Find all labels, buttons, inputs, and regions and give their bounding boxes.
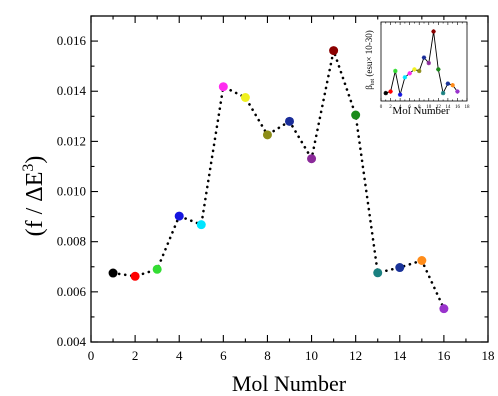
inset-point-5: [402, 75, 408, 80]
y-axis-title-delta: ΔE: [22, 172, 48, 202]
main-point-11: [329, 46, 339, 56]
inset-ticks: 0 2 4 6 8 10 12 14 16 18: [380, 22, 470, 110]
inset-x-tick-label: 10: [426, 105, 432, 110]
inset-x-tick-label: 8: [418, 105, 421, 110]
main-x-tick-label: 0: [88, 348, 95, 363]
main-point-2: [130, 271, 140, 281]
main-point-16: [439, 304, 449, 314]
main-y-tick-label: 0.012: [57, 133, 86, 148]
main-point-8: [262, 130, 272, 140]
main-x-tick-label: 8: [264, 348, 271, 363]
main-point-1: [108, 268, 118, 278]
inset-point-15: [450, 83, 455, 88]
main-y-tick-label: 0.004: [57, 334, 87, 349]
inset-point-2: [388, 89, 393, 94]
inset-x-tick-label: 6: [408, 105, 411, 110]
inset-point-13: [440, 90, 446, 96]
main-point-6: [218, 82, 228, 92]
inset-chart: 0 2 4 6 8 10 12 14 16 18 Mol Number βtot (esu× 10…: [364, 20, 472, 117]
main-x-tick-label: 14: [393, 348, 407, 363]
main-x-tick-label: 2: [132, 348, 139, 363]
inset-point-3: [393, 68, 398, 74]
main-point-10: [307, 154, 317, 164]
inset-point-6: [407, 71, 412, 76]
main-series-path: [111, 45, 446, 310]
inset-x-tick-label: 14: [445, 105, 451, 110]
main-series-line: [111, 45, 446, 310]
inset-x-tick-label: 0: [380, 105, 383, 110]
inset-series-path: [385, 31, 458, 95]
inset-x-tick-label: 18: [465, 105, 471, 110]
main-point-12: [351, 110, 361, 120]
y-axis-title: (f / ΔE3): [20, 156, 48, 237]
main-x-tick-label: 6: [220, 348, 227, 363]
inset-point-4: [397, 92, 403, 97]
main-point-5: [196, 220, 206, 230]
main-x-tick-label: 18: [482, 348, 495, 363]
main-y-tick-label: 0.010: [57, 184, 86, 199]
inset-y-axis-title-beta: β: [364, 85, 374, 90]
y-axis-title-pre: (f /: [22, 202, 48, 237]
main-point-14: [395, 263, 405, 273]
inset-point-12: [436, 67, 441, 72]
main-ticks: 0 2 4 6 8 10 12 14 16 180.0040.0060.0080.0100.012…: [57, 15, 495, 363]
inset-point-11: [431, 29, 436, 34]
inset-point-14: [445, 81, 451, 86]
inset-point-16: [455, 89, 460, 94]
main-x-tick-label: 16: [437, 348, 451, 363]
inset-point-9: [421, 55, 427, 60]
inset-x-tick-label: 4: [399, 105, 402, 110]
inset-x-tick-label: 2: [389, 105, 392, 110]
inset-series-line: [385, 31, 458, 95]
main-point-15: [417, 256, 427, 265]
y-axis-title-post: ): [22, 156, 48, 164]
main-series-points: [108, 46, 449, 314]
inset-x-tick-label: 16: [455, 105, 461, 110]
main-y-tick-label: 0.008: [57, 234, 86, 249]
inset-x-axis-title: Mol Number: [392, 105, 449, 117]
main-y-tick-label: 0.016: [57, 33, 87, 48]
main-x-tick-label: 12: [349, 348, 362, 363]
inset-series-points: [383, 29, 460, 97]
inset-x-tick-label: 12: [436, 105, 442, 110]
main-point-9: [285, 116, 294, 126]
main-x-tick-label: 4: [176, 348, 183, 363]
inset-point-10: [426, 60, 431, 66]
inset-y-axis-title: βtot (esu× 10-30): [364, 30, 376, 90]
main-point-13: [373, 268, 383, 278]
inset-y-axis-title-sub: tot: [370, 78, 376, 85]
x-axis-title: Mol Number: [232, 371, 347, 396]
inset-point-8: [417, 68, 422, 74]
main-x-tick-label: 10: [305, 348, 318, 363]
main-point-4: [174, 211, 184, 221]
main-point-7: [240, 93, 250, 102]
inset-y-axis-title-rest: (esu× 10-30): [364, 30, 374, 79]
main-point-3: [152, 264, 162, 274]
inset-point-7: [412, 67, 417, 72]
y-axis-title-sup: 3: [20, 164, 37, 172]
main-y-tick-label: 0.014: [57, 83, 87, 98]
main-y-tick-label: 0.006: [57, 284, 87, 299]
inset-point-1: [383, 90, 388, 96]
